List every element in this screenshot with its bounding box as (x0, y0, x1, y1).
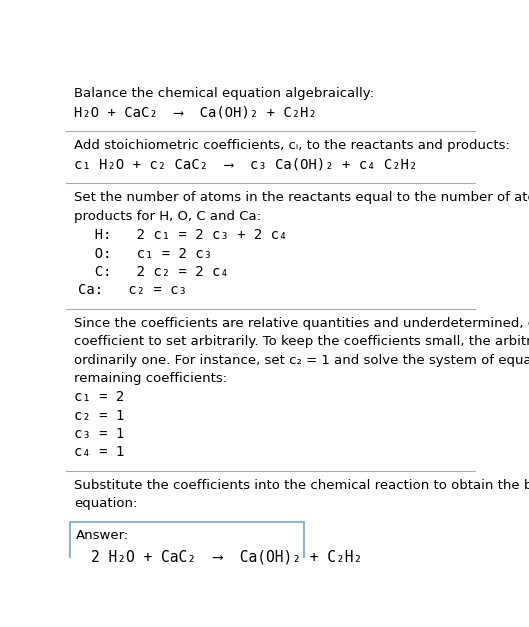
Text: Balance the chemical equation algebraically:: Balance the chemical equation algebraica… (74, 87, 375, 100)
FancyBboxPatch shape (70, 522, 304, 575)
Text: H₂O + CaC₂  ⟶  Ca(OH)₂ + C₂H₂: H₂O + CaC₂ ⟶ Ca(OH)₂ + C₂H₂ (74, 106, 317, 120)
Text: C:   2 c₂ = 2 c₄: C: 2 c₂ = 2 c₄ (78, 265, 229, 279)
Text: equation:: equation: (74, 497, 138, 510)
Text: Add stoichiometric coefficients, cᵢ, to the reactants and products:: Add stoichiometric coefficients, cᵢ, to … (74, 139, 510, 152)
Text: Set the number of atoms in the reactants equal to the number of atoms in the: Set the number of atoms in the reactants… (74, 191, 529, 204)
Text: coefficient to set arbitrarily. To keep the coefficients small, the arbitrary va: coefficient to set arbitrarily. To keep … (74, 335, 529, 348)
Text: H:   2 c₁ = 2 c₃ + 2 c₄: H: 2 c₁ = 2 c₃ + 2 c₄ (78, 228, 288, 242)
Text: c₂ = 1: c₂ = 1 (74, 409, 124, 423)
Text: O:   c₁ = 2 c₃: O: c₁ = 2 c₃ (78, 246, 213, 261)
Text: 2 H₂O + CaC₂  ⟶  Ca(OH)₂ + C₂H₂: 2 H₂O + CaC₂ ⟶ Ca(OH)₂ + C₂H₂ (91, 549, 362, 564)
Text: c₄ = 1: c₄ = 1 (74, 445, 124, 460)
Text: products for H, O, C and Ca:: products for H, O, C and Ca: (74, 210, 261, 223)
Text: c₁ H₂O + c₂ CaC₂  ⟶  c₃ Ca(OH)₂ + c₄ C₂H₂: c₁ H₂O + c₂ CaC₂ ⟶ c₃ Ca(OH)₂ + c₄ C₂H₂ (74, 158, 418, 172)
Text: ordinarily one. For instance, set c₂ = 1 and solve the system of equations for t: ordinarily one. For instance, set c₂ = 1… (74, 354, 529, 367)
Text: Since the coefficients are relative quantities and underdetermined, choose a: Since the coefficients are relative quan… (74, 317, 529, 330)
Text: remaining coefficients:: remaining coefficients: (74, 372, 227, 385)
Text: c₁ = 2: c₁ = 2 (74, 391, 124, 404)
Text: c₃ = 1: c₃ = 1 (74, 427, 124, 441)
Text: Substitute the coefficients into the chemical reaction to obtain the balanced: Substitute the coefficients into the che… (74, 479, 529, 492)
Text: Ca:   c₂ = c₃: Ca: c₂ = c₃ (78, 283, 187, 297)
Text: Answer:: Answer: (76, 529, 130, 542)
